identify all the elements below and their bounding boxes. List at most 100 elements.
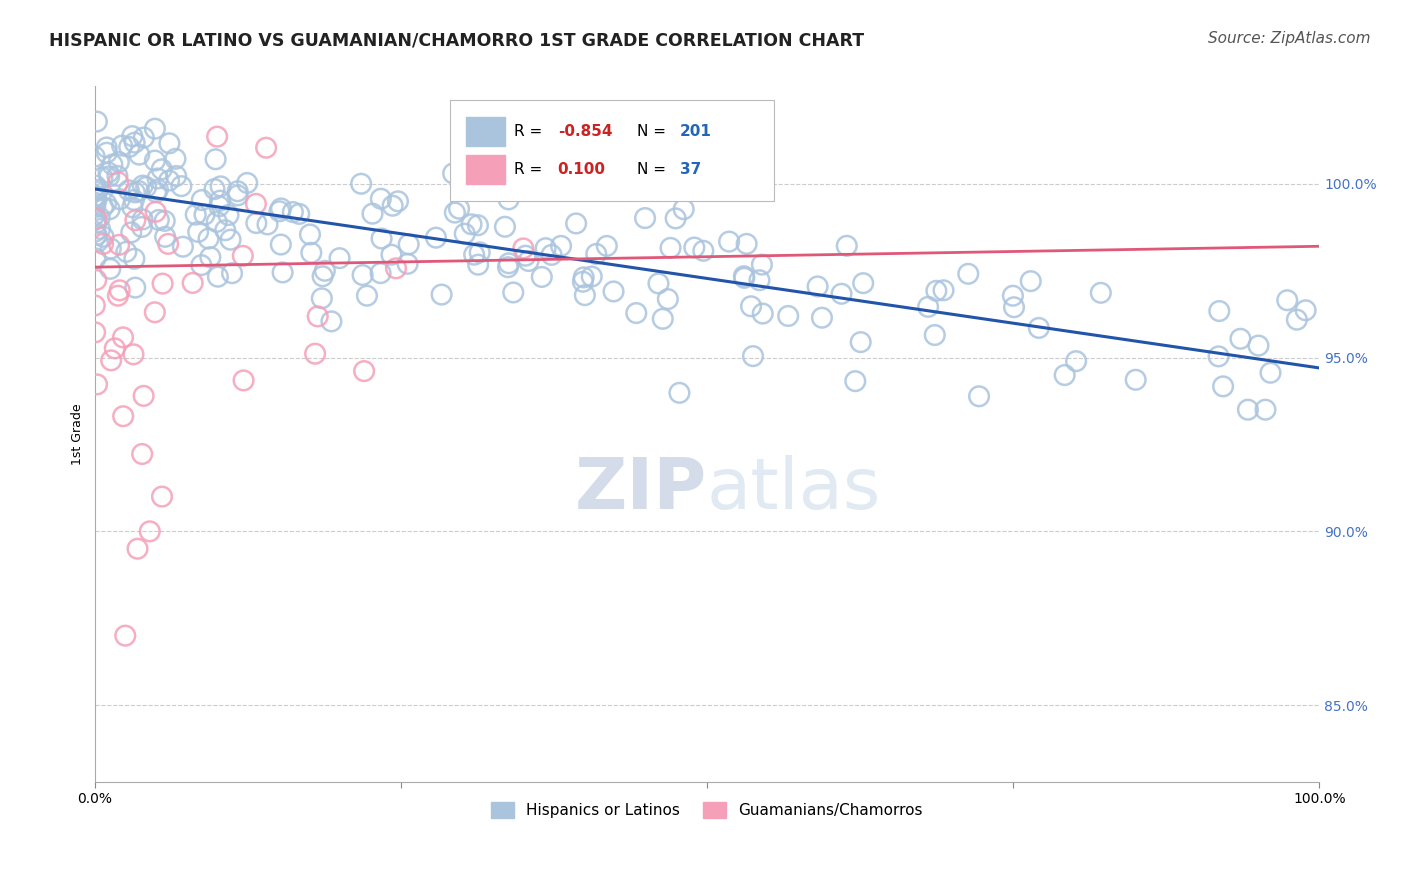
Point	[270, 237, 292, 252]
Point	[86, 227, 108, 242]
Point	[108, 192, 131, 206]
Point	[572, 270, 595, 285]
Point	[153, 229, 176, 244]
Point	[271, 265, 294, 279]
Point	[517, 254, 540, 268]
Point	[1295, 303, 1317, 318]
Point	[145, 204, 167, 219]
Point	[208, 199, 231, 213]
Point	[441, 166, 464, 180]
Point	[209, 194, 232, 208]
Point	[172, 240, 194, 254]
Point	[83, 298, 105, 312]
Point	[957, 267, 980, 281]
Point	[84, 252, 107, 266]
Text: N =: N =	[637, 124, 671, 139]
FancyBboxPatch shape	[450, 100, 775, 201]
Point	[659, 241, 682, 255]
Point	[361, 207, 384, 221]
Point	[444, 205, 467, 219]
Point	[288, 207, 311, 221]
Point	[131, 219, 153, 234]
Point	[647, 277, 669, 291]
Point	[94, 196, 117, 211]
Point	[207, 269, 229, 284]
Point	[1019, 274, 1042, 288]
Point	[924, 328, 946, 343]
Point	[733, 270, 755, 285]
Point	[1229, 332, 1251, 346]
Point	[381, 199, 404, 213]
Point	[572, 275, 595, 289]
Point	[150, 162, 173, 177]
Point	[124, 186, 146, 200]
Point	[108, 283, 131, 297]
Point	[447, 202, 470, 216]
Point	[844, 374, 866, 388]
Text: -0.854: -0.854	[558, 124, 612, 139]
Point	[150, 490, 173, 504]
Point	[430, 287, 453, 301]
Point	[205, 215, 228, 229]
Point	[396, 257, 419, 271]
Point	[329, 251, 352, 265]
Point	[84, 200, 107, 214]
Point	[740, 299, 762, 313]
Point	[204, 182, 226, 196]
Point	[135, 180, 157, 194]
Point	[132, 178, 155, 193]
Point	[145, 185, 167, 199]
Point	[84, 189, 107, 203]
Point	[124, 252, 146, 266]
Point	[204, 153, 226, 167]
Point	[1090, 285, 1112, 300]
Point	[89, 222, 111, 236]
Point	[83, 191, 105, 205]
Point	[100, 242, 122, 256]
Point	[128, 184, 150, 198]
Text: R =: R =	[513, 124, 547, 139]
Point	[665, 211, 688, 226]
Point	[143, 153, 166, 168]
Point	[1237, 402, 1260, 417]
Text: 37: 37	[681, 162, 702, 178]
Point	[146, 183, 169, 197]
Point	[602, 285, 624, 299]
Point	[1212, 379, 1234, 393]
Point	[496, 119, 519, 133]
Point	[352, 268, 374, 282]
Point	[219, 233, 242, 247]
Point	[122, 347, 145, 361]
Point	[1247, 338, 1270, 352]
Text: atlas: atlas	[707, 455, 882, 524]
Point	[425, 230, 447, 244]
Point	[170, 179, 193, 194]
Point	[197, 231, 219, 245]
Point	[191, 193, 214, 207]
Point	[463, 248, 485, 262]
Point	[270, 202, 292, 216]
Point	[245, 197, 267, 211]
Point	[91, 170, 114, 185]
Point	[385, 261, 408, 276]
Point	[86, 114, 108, 128]
Point	[502, 285, 524, 300]
Point	[925, 284, 948, 298]
Point	[209, 179, 232, 194]
Point	[121, 129, 143, 144]
Point	[811, 310, 834, 325]
Point	[370, 266, 392, 280]
Point	[468, 245, 491, 260]
Point	[565, 217, 588, 231]
Point	[128, 147, 150, 161]
Point	[226, 184, 249, 198]
Point	[807, 279, 830, 293]
Point	[254, 141, 277, 155]
Point	[93, 229, 115, 244]
Point	[1064, 354, 1087, 368]
Point	[107, 175, 129, 189]
Point	[153, 214, 176, 228]
Point	[115, 244, 138, 259]
Point	[84, 273, 107, 287]
Point	[131, 447, 153, 461]
